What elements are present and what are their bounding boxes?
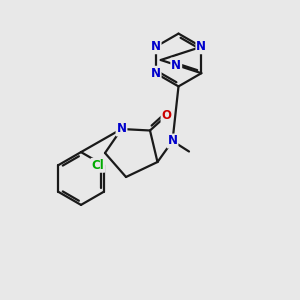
Text: N: N: [167, 134, 178, 148]
Text: N: N: [116, 122, 127, 136]
Text: N: N: [171, 58, 181, 71]
Text: N: N: [151, 40, 160, 53]
Text: O: O: [161, 109, 172, 122]
Text: N: N: [151, 67, 160, 80]
Text: N: N: [196, 40, 206, 53]
Text: Cl: Cl: [92, 159, 104, 172]
